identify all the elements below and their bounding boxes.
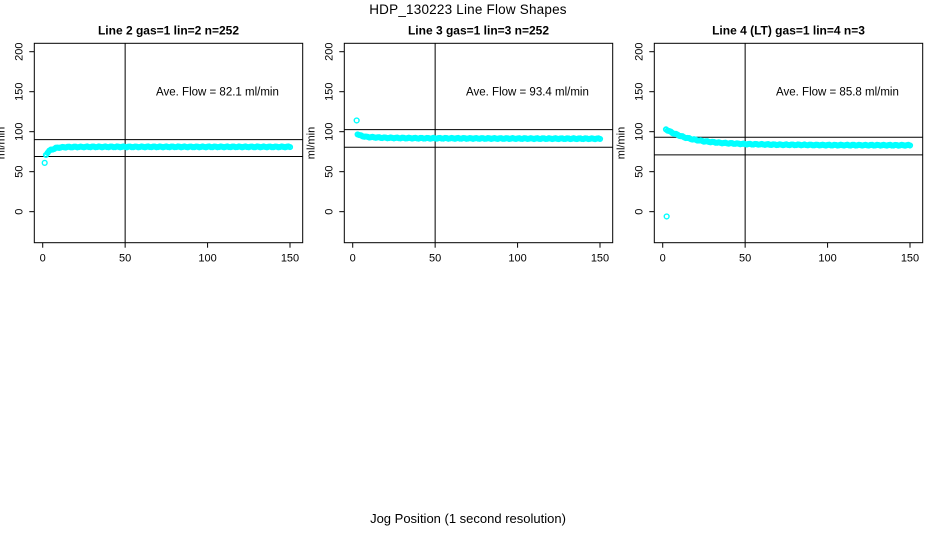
y-tick-label: 200 — [323, 43, 335, 61]
y-axis-label: ml/min — [615, 127, 627, 159]
data-points — [662, 126, 914, 149]
plot-box — [33, 42, 304, 244]
panel-1: Line 2 gas=1 lin=2 n=252 0 50 100 150 0 50 100 1… — [0, 23, 304, 265]
panel-title: Line 3 gas=1 lin=3 n=252 — [408, 23, 549, 37]
x-tick-label: 100 — [198, 253, 216, 265]
y-tick-label: 0 — [323, 209, 335, 215]
y-tick-label: 200 — [633, 43, 645, 61]
y-axis-label: ml/min — [305, 127, 317, 159]
x-tick-label: 150 — [281, 253, 299, 265]
ave-flow-annotation: Ave. Flow = 82.1 ml/min — [156, 87, 279, 99]
y-tick-label: 0 — [13, 209, 25, 215]
flow-marker — [286, 143, 294, 151]
ave-flow-annotation: Ave. Flow = 93.4 ml/min — [466, 87, 589, 99]
y-tick-label: 100 — [633, 123, 645, 141]
flow-marker — [596, 135, 604, 143]
x-tick-label: 0 — [350, 253, 356, 265]
x-axis-label: Jog Position (1 second resolution) — [370, 511, 566, 526]
x-tick-label: 150 — [901, 253, 919, 265]
x-tick-label: 50 — [739, 253, 751, 265]
panel-title: Line 4 (LT) gas=1 lin=4 n=3 — [712, 23, 865, 37]
outlier-marker — [41, 159, 48, 166]
flow-shapes-chart: Line 2 gas=1 lin=2 n=252 0 50 100 150 0 50 100 1… — [0, 23, 924, 265]
y-tick-label: 200 — [13, 43, 25, 61]
y-tick-label: 0 — [633, 209, 645, 215]
plot-box — [343, 42, 614, 244]
x-tick-label: 100 — [508, 253, 526, 265]
flow-marker — [906, 142, 914, 149]
y-tick-label: 150 — [633, 83, 645, 101]
y-tick-label: 150 — [13, 83, 25, 101]
plot-box — [653, 42, 924, 244]
panel-3: Line 4 (LT) gas=1 lin=4 n=3 0 50 100 150 0 50 1… — [615, 23, 924, 265]
x-tick-label: 0 — [40, 253, 46, 265]
outlier-marker — [353, 117, 360, 124]
x-tick-label: 50 — [119, 253, 131, 265]
x-tick-label: 0 — [660, 253, 666, 265]
x-tick-label: 100 — [818, 253, 836, 265]
y-tick-label: 50 — [633, 166, 645, 178]
outlier-marker — [663, 213, 670, 220]
x-tick-label: 150 — [591, 253, 609, 265]
y-axis-label: ml/min — [0, 127, 7, 159]
y-tick-label: 100 — [323, 123, 335, 141]
y-tick-label: 100 — [13, 123, 25, 141]
data-points — [354, 131, 604, 143]
x-tick-label: 50 — [429, 253, 441, 265]
y-tick-label: 50 — [13, 166, 25, 178]
data-points — [42, 143, 294, 159]
y-tick-label: 50 — [323, 166, 335, 178]
panel-title: Line 2 gas=1 lin=2 n=252 — [98, 23, 239, 37]
figure-title: HDP_130223 Line Flow Shapes — [369, 2, 567, 17]
y-tick-label: 150 — [323, 83, 335, 101]
panel-2: Line 3 gas=1 lin=3 n=252 0 50 100 150 0 50 100 1… — [305, 23, 614, 265]
ave-flow-annotation: Ave. Flow = 85.8 ml/min — [776, 87, 899, 99]
